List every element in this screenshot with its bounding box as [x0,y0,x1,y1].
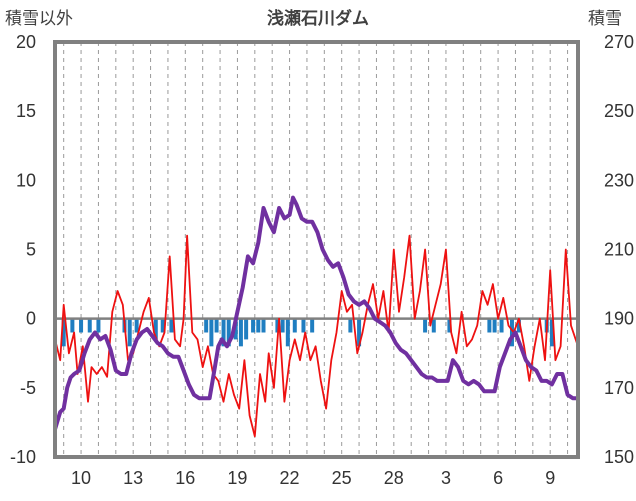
precipitation-bar [275,318,280,333]
precipitation-bar [209,318,214,347]
right-tick-label: 210 [604,240,634,260]
x-tick-label: 10 [71,468,91,488]
precipitation-bar [61,318,66,347]
x-tick-label: 3 [441,468,451,488]
precipitation-bar [492,318,497,333]
precipitation-bar [160,318,165,333]
right-tick-label: 190 [604,309,634,329]
left-axis-ticks: 20 15 10 5 0 -5 -10 [10,32,36,467]
left-tick-label: 15 [16,101,36,121]
precipitation-bar [431,318,436,333]
precipitation-bar [169,318,174,333]
x-tick-label: 28 [384,468,404,488]
precipitation-bar [487,318,492,333]
precipitation-bar [280,318,285,333]
precipitation-bar [70,318,75,333]
chart-title: 浅瀬石川ダム [267,8,369,28]
x-tick-label: 25 [332,468,352,488]
left-tick-label: 5 [26,240,36,260]
right-tick-label: 150 [604,447,634,467]
precipitation-bar [348,318,353,333]
precipitation-bar [261,318,266,333]
x-tick-label: 13 [123,468,143,488]
right-tick-label: 170 [604,378,634,398]
x-tick-label: 6 [493,468,503,488]
precipitation-bar [423,318,428,333]
precipitation-bar [204,318,209,333]
right-tick-label: 250 [604,101,634,121]
right-tick-label: 230 [604,170,634,190]
temperature-line [54,234,579,438]
precipitation-bar [509,318,514,347]
precipitation-bar [285,318,290,347]
precipitation-bar [153,318,158,340]
precipitation-bar [244,318,249,340]
precipitation-bar [214,318,219,333]
precipitation-bar [251,318,256,333]
left-tick-label: 20 [16,32,36,52]
precipitation-bar [226,318,231,347]
plot-area [55,42,578,457]
precipitation-bars [61,318,554,347]
precipitation-bar [447,318,452,333]
precipitation-bar [256,318,261,333]
precipitation-bar [238,318,243,347]
precipitation-bar [96,318,101,333]
precipitation-bar [292,318,297,333]
precipitation-bar [134,318,139,333]
precipitation-bar [516,318,521,333]
x-tick-label: 22 [280,468,300,488]
x-tick-label: 9 [545,468,555,488]
left-tick-label: -5 [20,378,36,398]
right-axis-title: 積雪 [588,9,622,28]
snow-depth-line [53,195,580,432]
right-axis-ticks: 270 250 230 210 190 170 150 [604,32,634,467]
precipitation-bar [79,318,84,333]
left-tick-label: 10 [16,170,36,190]
precipitation-bar [301,318,306,333]
x-tick-label: 16 [175,468,195,488]
x-tick-label: 19 [227,468,247,488]
precipitation-bar [221,318,226,347]
precipitation-bar [549,318,554,347]
precipitation-bar [357,318,362,347]
right-tick-label: 270 [604,32,634,52]
x-axis-ticks: 10 13 16 19 22 25 28 3 6 9 [71,468,555,488]
precipitation-bar [87,318,92,333]
left-tick-label: 0 [26,309,36,329]
precipitation-bar [310,318,315,333]
left-axis-title: 積雪以外 [5,9,73,28]
plot-frame [53,40,580,459]
left-tick-label: -10 [10,447,36,467]
series-lines [53,195,580,438]
precipitation-bar [499,318,504,333]
precipitation-bar [127,318,132,347]
